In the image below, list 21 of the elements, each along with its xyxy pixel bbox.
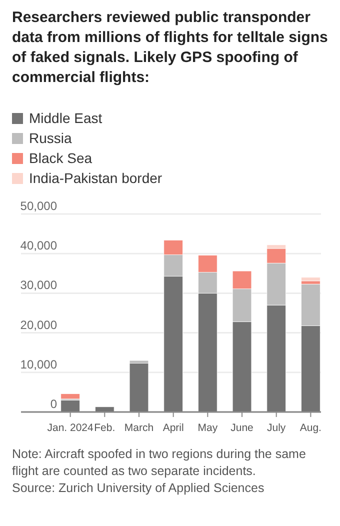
x-tick-label: May <box>198 422 218 434</box>
legend-label: India-Pakistan border <box>29 170 162 186</box>
chart-title: Researchers reviewed public transponder data from millions of flights for telltale signs of faked signals. Likely GPS spoofing of commercial flights: <box>12 9 328 86</box>
x-tick-label: June <box>230 422 254 434</box>
x-tick-label: Feb. <box>94 422 116 434</box>
legend-label: Middle East <box>29 110 102 126</box>
y-tick-label: 30,000 <box>20 278 58 292</box>
y-tick-label: 20,000 <box>20 318 58 332</box>
legend-label: Black Sea <box>29 150 92 166</box>
y-tick-label: 10,000 <box>20 357 58 372</box>
x-tick-label: Jan. 2024 <box>47 422 94 434</box>
x-tick-label: April <box>162 422 184 434</box>
source-note: Source: Zurich University of Applied Sciences <box>12 481 264 495</box>
legend-label: Russia <box>29 130 72 146</box>
x-tick-label: March <box>124 422 154 434</box>
x-tick-label: Aug. <box>300 422 322 434</box>
y-tick-label: 0 <box>50 397 58 411</box>
y-tick-label: 40,000 <box>20 238 58 253</box>
y-tick-label: 50,000 <box>20 199 58 213</box>
x-tick-label: July <box>267 422 286 434</box>
text: Note: Aircraft spoofed in two regions during the same flight are counted as two separate incidents. <box>12 447 306 478</box>
